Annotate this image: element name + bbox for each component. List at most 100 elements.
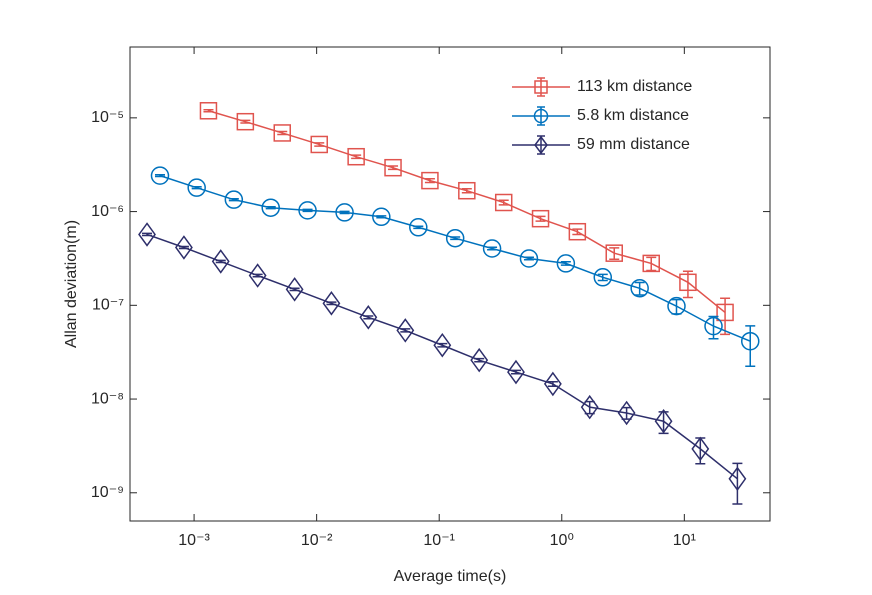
marker [605, 244, 623, 262]
marker [347, 147, 365, 166]
error-bar [510, 369, 521, 375]
legend-marker [534, 135, 548, 155]
error-bar [450, 236, 461, 241]
error-bar [413, 225, 424, 230]
x-tick-label: 10¹ [673, 532, 696, 549]
marker [359, 305, 378, 330]
error-bar [424, 178, 435, 184]
marker [716, 303, 734, 322]
marker [580, 394, 599, 420]
marker [704, 316, 723, 336]
marker [273, 124, 291, 142]
error-bar [363, 315, 374, 320]
marker [187, 178, 206, 197]
error-bar [302, 208, 313, 213]
error-bar [646, 256, 657, 272]
marker [679, 273, 697, 292]
marker [445, 228, 465, 248]
marker [138, 222, 156, 247]
error-bar [437, 342, 448, 348]
marker [150, 166, 170, 185]
legend-label: 113 km distance [577, 78, 692, 95]
error-bar [682, 270, 693, 299]
marker [740, 331, 760, 351]
marker [617, 400, 636, 426]
marker [174, 235, 193, 260]
marker [531, 209, 550, 228]
marker [211, 249, 230, 274]
marker [322, 291, 341, 316]
y-tick-label: 10⁻⁷ [92, 297, 124, 314]
x-axis-label: Average time(s) [394, 568, 507, 585]
error-bar [252, 273, 263, 278]
error-bar [597, 273, 608, 282]
marker [335, 203, 354, 222]
marker [421, 171, 439, 190]
marker [236, 112, 255, 131]
marker [285, 277, 304, 302]
error-bar [314, 142, 325, 147]
error-bar [376, 215, 387, 219]
y-tick-label: 10⁻⁵ [91, 109, 124, 126]
error-bar [388, 165, 399, 171]
error-bar [215, 259, 226, 264]
marker [224, 190, 244, 209]
marker [691, 436, 710, 462]
marker [568, 222, 587, 241]
marker [654, 408, 673, 434]
error-bar [732, 462, 743, 505]
error-bar [339, 210, 350, 215]
error-bar [535, 215, 546, 222]
error-bar [487, 246, 498, 251]
marker [372, 207, 391, 227]
error-bar [474, 357, 485, 363]
x-tick-label: 10⁻³ [178, 532, 210, 549]
marker [667, 296, 686, 316]
error-bar [228, 198, 239, 202]
marker [261, 198, 280, 217]
error-bar [400, 328, 411, 333]
x-tick-label: 10⁰ [550, 532, 574, 549]
error-bar [326, 301, 337, 306]
marker [642, 254, 660, 273]
error-bar [572, 228, 583, 236]
marker [507, 359, 525, 385]
error-bar [154, 174, 165, 178]
error-bar [277, 130, 288, 136]
error-bar [191, 186, 202, 190]
error-bar [609, 247, 620, 261]
error-bar [634, 281, 645, 296]
marker [310, 135, 328, 154]
y-tick-label: 10⁻⁹ [91, 484, 124, 501]
error-bar [523, 256, 534, 261]
error-bar [203, 109, 214, 113]
y-axis-label: Allan deviation(m) [63, 220, 80, 348]
marker [593, 268, 613, 287]
marker [458, 181, 476, 200]
error-bar [547, 380, 558, 387]
marker [630, 279, 649, 298]
legend-marker [534, 80, 548, 94]
marker [396, 318, 415, 343]
marker [433, 332, 452, 358]
marker [556, 254, 576, 273]
legend-marker [533, 108, 549, 124]
x-tick-label: 10⁻¹ [423, 532, 455, 549]
error-bar [461, 188, 472, 194]
error-bar [240, 119, 251, 124]
error-bar [178, 245, 189, 250]
x-tick-label: 10⁻² [301, 532, 333, 549]
marker [728, 466, 747, 492]
marker [482, 239, 502, 258]
error-bar [289, 287, 300, 292]
marker [494, 193, 513, 212]
marker [384, 158, 402, 177]
error-bar [265, 206, 276, 210]
y-tick-label: 10⁻⁸ [91, 390, 124, 407]
marker [248, 263, 267, 288]
error-bar [498, 199, 509, 206]
legend-label: 5.8 km distance [577, 107, 689, 124]
marker [519, 249, 539, 268]
error-bar [351, 154, 362, 160]
